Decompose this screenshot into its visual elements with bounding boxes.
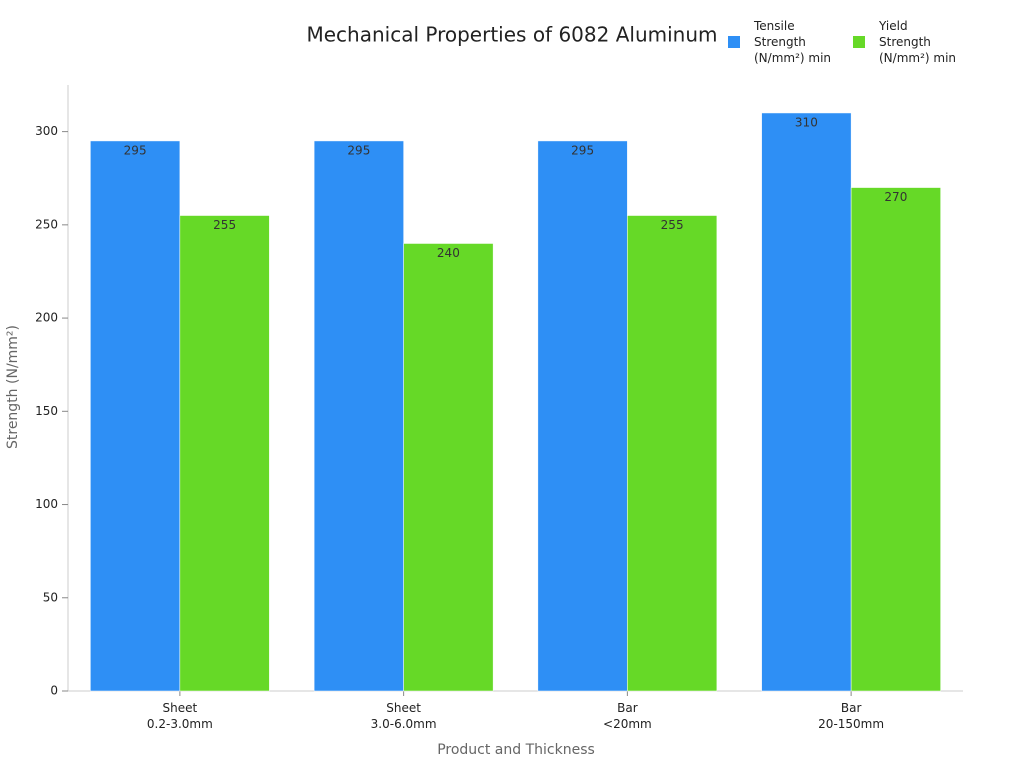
y-tick-label: 150	[35, 404, 58, 418]
x-tick-label: Bar <20mm	[603, 701, 652, 731]
data-label: 295	[347, 143, 370, 157]
x-tick-label: Sheet 3.0-6.0mm	[371, 701, 437, 731]
legend-swatch	[853, 36, 865, 48]
data-label: 295	[124, 143, 147, 157]
y-tick-label: 300	[35, 124, 58, 138]
y-tick-label: 0	[50, 684, 58, 698]
data-label: 255	[661, 218, 684, 232]
x-tick-label: Sheet 0.2-3.0mm	[147, 701, 213, 731]
legend-label: Yield Strength (N/mm²) min	[878, 19, 956, 65]
data-label: 270	[884, 190, 907, 204]
bar	[313, 140, 404, 692]
y-tick-label: 200	[35, 311, 58, 325]
data-label: 295	[571, 143, 594, 157]
y-tick-label: 100	[35, 497, 58, 511]
bar	[761, 112, 852, 692]
data-label: 240	[437, 246, 460, 260]
bar	[627, 215, 718, 692]
y-axis-label: Strength (N/mm²)	[5, 325, 21, 449]
data-label: 310	[795, 115, 818, 129]
data-label: 255	[213, 218, 236, 232]
bar	[90, 140, 181, 692]
bar	[850, 187, 941, 692]
x-tick-label: Bar 20-150mm	[818, 701, 884, 731]
legend-label: Tensile Strength (N/mm²) min	[753, 19, 831, 65]
bar	[403, 243, 494, 692]
x-axis-label: Product and Thickness	[437, 742, 595, 758]
bar	[179, 215, 270, 692]
bar	[537, 140, 628, 692]
y-tick-label: 250	[35, 217, 58, 231]
y-tick-label: 50	[43, 590, 58, 604]
chart-title: Mechanical Properties of 6082 Aluminum	[307, 23, 718, 47]
legend-swatch	[728, 36, 740, 48]
